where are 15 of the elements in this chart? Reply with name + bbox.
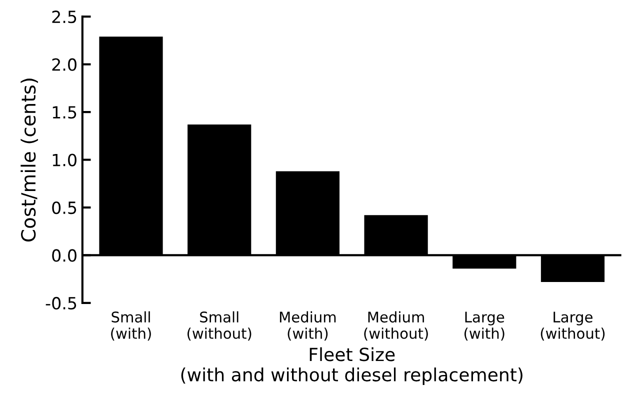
y-tick-label: -0.5 [46, 296, 76, 310]
x-tick-label: Medium (without) [364, 311, 428, 341]
x-tick-label: Medium (with) [280, 311, 336, 341]
y-tick-label: 0.0 [52, 249, 76, 262]
y-tick-label: 2.5 [52, 10, 76, 24]
y-axis-title: Cost/mile (cents) [20, 78, 38, 242]
y-tick-label: 2.0 [52, 58, 76, 71]
x-tick-label: Small (without) [188, 311, 252, 341]
y-tick-label: 0.5 [52, 201, 76, 214]
x-tick-label: Large (without) [540, 312, 605, 341]
y-tick-label: 1.5 [52, 106, 76, 119]
x-tick-label: Small (with) [111, 311, 151, 341]
y-tick-label: 1.0 [52, 154, 76, 166]
x-tick-label: Large (with) [464, 312, 504, 341]
x-axis-title: Fleet Size (with and without diesel replacement) [181, 347, 522, 385]
